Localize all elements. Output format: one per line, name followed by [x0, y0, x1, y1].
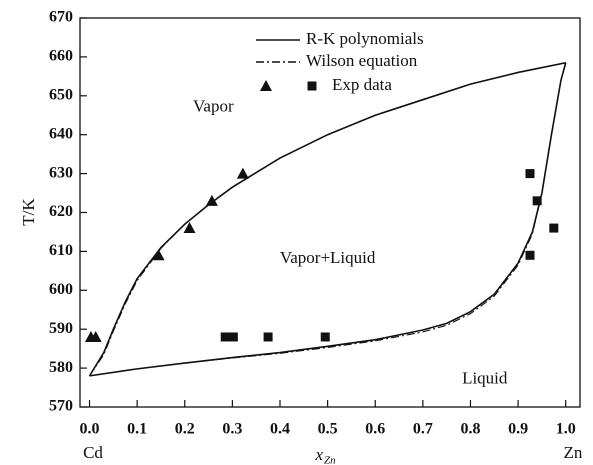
- y-tick-label: 660: [49, 48, 73, 65]
- marker-square: [220, 332, 230, 342]
- legend-marker: [260, 80, 272, 91]
- marker-square: [320, 332, 330, 342]
- y-tick-label: 590: [49, 320, 73, 337]
- y-tick-label: 640: [49, 125, 73, 142]
- y-axis-label: T/K: [19, 198, 38, 226]
- marker-square: [525, 169, 535, 179]
- x-tick-label: 0.2: [175, 421, 195, 438]
- marker-square: [549, 223, 559, 233]
- annotation: Vapor+Liquid: [280, 248, 376, 267]
- legend-marker: [307, 81, 317, 91]
- annotation: Liquid: [462, 369, 508, 388]
- curve: [89, 62, 566, 377]
- marker-triangle: [152, 249, 165, 261]
- x-tick-label: 0.4: [270, 421, 290, 438]
- x-axis-label-sub: Zn: [324, 455, 336, 465]
- x-tick-label: 0.5: [318, 421, 338, 438]
- y-tick-label: 620: [49, 203, 73, 220]
- x-tick-label: 0.0: [80, 421, 100, 438]
- legend-label: Exp data: [332, 75, 392, 94]
- x-axis-label: x: [314, 445, 323, 464]
- marker-triangle: [89, 330, 102, 342]
- marker-square: [228, 332, 238, 342]
- x-tick-label: 0.7: [413, 421, 433, 438]
- marker-triangle: [205, 194, 218, 206]
- curve: [88, 61, 566, 377]
- legend-label: R-K polynomials: [306, 29, 424, 48]
- y-tick-label: 670: [49, 9, 73, 26]
- marker-triangle: [236, 167, 249, 179]
- y-tick-label: 610: [49, 242, 73, 259]
- x-tick-label: 0.6: [365, 421, 385, 438]
- x-tick-label: 0.8: [460, 421, 480, 438]
- annotation: Vapor: [193, 96, 234, 115]
- curve: [89, 62, 567, 377]
- marker-triangle: [183, 222, 196, 234]
- x-end-label: Zn: [564, 443, 583, 462]
- marker-square: [525, 250, 535, 260]
- y-tick-label: 570: [49, 398, 73, 415]
- x-tick-label: 1.0: [556, 421, 576, 438]
- x-end-label: Cd: [83, 443, 103, 462]
- curve: [89, 62, 567, 377]
- x-tick-label: 0.1: [127, 421, 147, 438]
- x-tick-label: 0.9: [508, 421, 528, 438]
- marker-square: [263, 332, 273, 342]
- y-tick-label: 650: [49, 86, 73, 103]
- y-tick-label: 630: [49, 164, 73, 181]
- y-tick-label: 600: [49, 281, 73, 298]
- marker-square: [532, 196, 542, 206]
- y-tick-label: 580: [49, 359, 73, 376]
- x-tick-label: 0.3: [222, 421, 242, 438]
- legend-label: Wilson equation: [306, 51, 418, 70]
